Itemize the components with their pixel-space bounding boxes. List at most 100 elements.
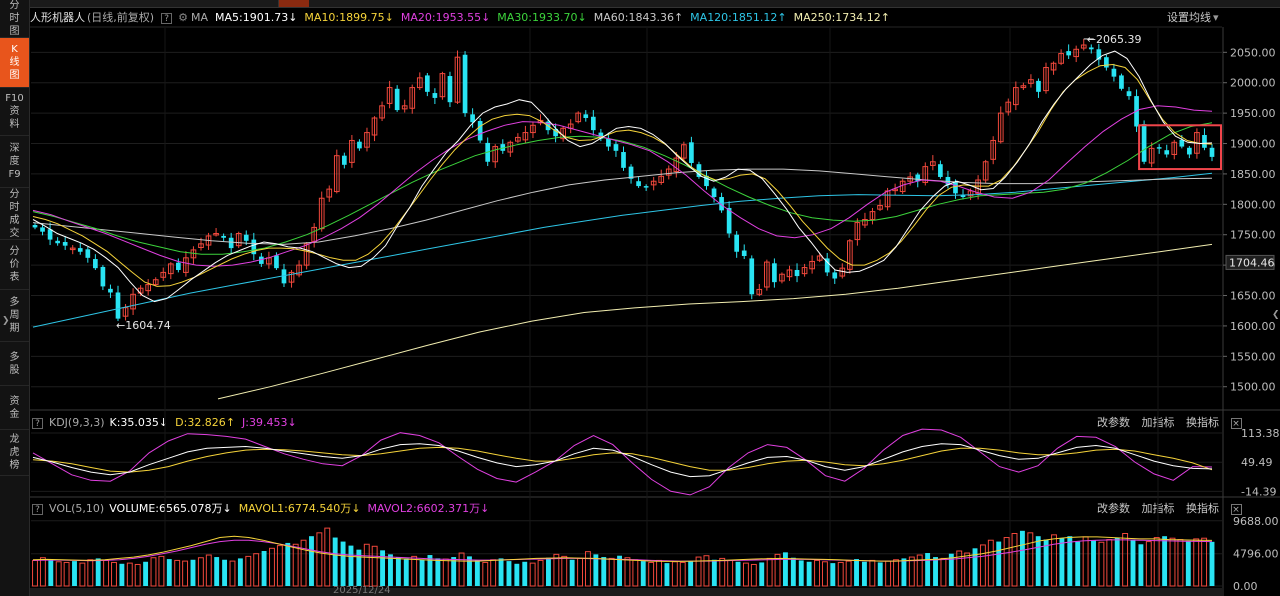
ma-settings-link[interactable]: 设置均线 ▾ (1167, 11, 1219, 25)
candle-body-up (515, 136, 521, 142)
volume-bar-up (979, 544, 986, 587)
candle-body-up (303, 243, 310, 266)
volume-bar-up (766, 557, 773, 587)
candle-body-down (583, 114, 589, 118)
candle-body-up (311, 226, 317, 242)
kdj-header: ? KDJ(9,3,3) K:35.035 ↓ D:32.826 ↑ J:39.45… (30, 414, 297, 432)
volume-bar-down (735, 561, 741, 586)
price-tick-label: 1850.00 (1230, 168, 1276, 181)
candle-body-up (1058, 53, 1064, 64)
candle-body-up (190, 249, 197, 259)
nav-item-char: 价 (9, 259, 20, 270)
nav-item-0[interactable]: 分时图 (0, 0, 29, 38)
expand-left-icon[interactable]: ❯ (2, 316, 10, 326)
candle-body-down (432, 93, 438, 98)
kdj-close-icon[interactable]: × (1230, 418, 1242, 429)
volume-bar-down (1019, 530, 1025, 586)
vol-close-icon[interactable]: × (1230, 504, 1242, 515)
ma-value-3: MA30:1933.70↓ (497, 11, 587, 24)
ma-settings-label[interactable]: 设置均线 (1167, 11, 1211, 24)
candle-body-down (100, 266, 106, 287)
volume-bar-down (1035, 536, 1041, 586)
volume-bar-down (427, 555, 433, 586)
nav-item-char: 图 (9, 26, 20, 37)
candle-body-down (1156, 147, 1162, 149)
candle-body-up (764, 261, 770, 288)
kdj-d-value: D:32.826 (175, 416, 226, 429)
vol-change-params-link[interactable]: 改参数 (1097, 502, 1130, 515)
volume-bar-down (395, 557, 401, 586)
nav-item-3[interactable]: 深度 F9 (0, 136, 29, 188)
volume-bar-up (316, 532, 323, 587)
volume-bar-up (411, 555, 418, 587)
candle-body-down (85, 249, 91, 258)
candle-body-up (507, 141, 514, 153)
kdj-j-line (32, 428, 1213, 496)
volume-bar-up (1122, 533, 1129, 587)
kdj-help-icon[interactable]: ? (32, 417, 43, 429)
candle-body-down (1096, 49, 1102, 60)
volume-bar-up (1193, 538, 1200, 587)
candle-body-up (492, 146, 499, 163)
candle-body-up (884, 190, 891, 208)
period-tab-active[interactable] (278, 0, 309, 7)
nav-item-6[interactable]: 多周期 (0, 290, 29, 342)
candle-body-down (794, 269, 800, 277)
kdj-change-params-link[interactable]: 改参数 (1097, 416, 1130, 429)
expand-right-icon[interactable]: ❮ (1272, 310, 1280, 320)
candle-body-down (115, 292, 121, 319)
volume-bar-up (821, 561, 828, 587)
candle-body-up (288, 271, 295, 283)
vol-volume-arrow: ↓ (222, 502, 232, 515)
kdj-add-indicator-link[interactable]: 加指标 (1141, 416, 1175, 429)
candle-body-up (371, 117, 378, 136)
horizontal-scrollbar[interactable]: 2025/12/24 (30, 585, 1224, 596)
candle-body-down (824, 258, 830, 273)
volume-bar-down (380, 550, 386, 586)
candle-body-down (77, 248, 83, 252)
candle-body-down (953, 182, 958, 194)
candle-body-up (930, 161, 936, 166)
volume-bar-down (1091, 540, 1096, 586)
volume-bar-up (656, 559, 662, 587)
ma120-line (32, 172, 1213, 328)
ma-value-4: MA60:1843.36↑ (593, 11, 684, 24)
volume-bar-up (553, 553, 560, 587)
volume-bar-down (948, 553, 954, 586)
candle-body-up (1148, 147, 1155, 164)
candle-body-up (681, 144, 687, 159)
nav-item-8[interactable]: 资金 (0, 386, 29, 430)
period-tab-strip[interactable] (30, 0, 1280, 8)
help-icon[interactable]: ? (161, 12, 173, 24)
gear-icon[interactable]: ⚙ (178, 11, 188, 24)
vol-mavol1-value: MAVOL1:6774.540万 (238, 502, 352, 515)
volume-bar-up (300, 539, 307, 587)
nav-item-char: 多 (9, 297, 20, 308)
nav-item-7[interactable]: 多股 (0, 342, 29, 386)
volume-bar-down (854, 559, 859, 586)
kdj-switch-indicator-link[interactable]: 换指标 (1186, 416, 1219, 429)
vol-add-indicator-link[interactable]: 加指标 (1141, 502, 1175, 515)
nav-item-5[interactable]: 分价表 (0, 240, 29, 290)
volume-bar-down (506, 561, 512, 586)
vol-help-icon[interactable]: ? (32, 503, 43, 515)
nav-item-4[interactable]: 分时成交 (0, 188, 29, 240)
nav-item-9[interactable]: 龙虎榜 (0, 430, 29, 476)
vol-switch-indicator-link[interactable]: 换指标 (1186, 502, 1219, 515)
candle-body-up (522, 132, 529, 141)
nav-item-2[interactable]: F10 资料 (0, 88, 29, 136)
volume-bar-down (688, 561, 694, 586)
volume-bar-down (419, 559, 425, 586)
ma-value-5: MA120:1851.12↑ (690, 11, 787, 24)
mavol2-line (32, 539, 1213, 562)
candle-body-up (1005, 101, 1012, 113)
volume-bar-up (1177, 539, 1184, 587)
candle-body-down (274, 255, 279, 269)
volume-bar-up (742, 562, 749, 587)
vol-label: VOL(5,10) (49, 502, 105, 515)
volume-bar-up (885, 560, 892, 587)
price-tick-label: 1600.00 (1230, 320, 1276, 333)
volume-bar-up (245, 555, 252, 587)
candle-body-down (613, 144, 619, 151)
